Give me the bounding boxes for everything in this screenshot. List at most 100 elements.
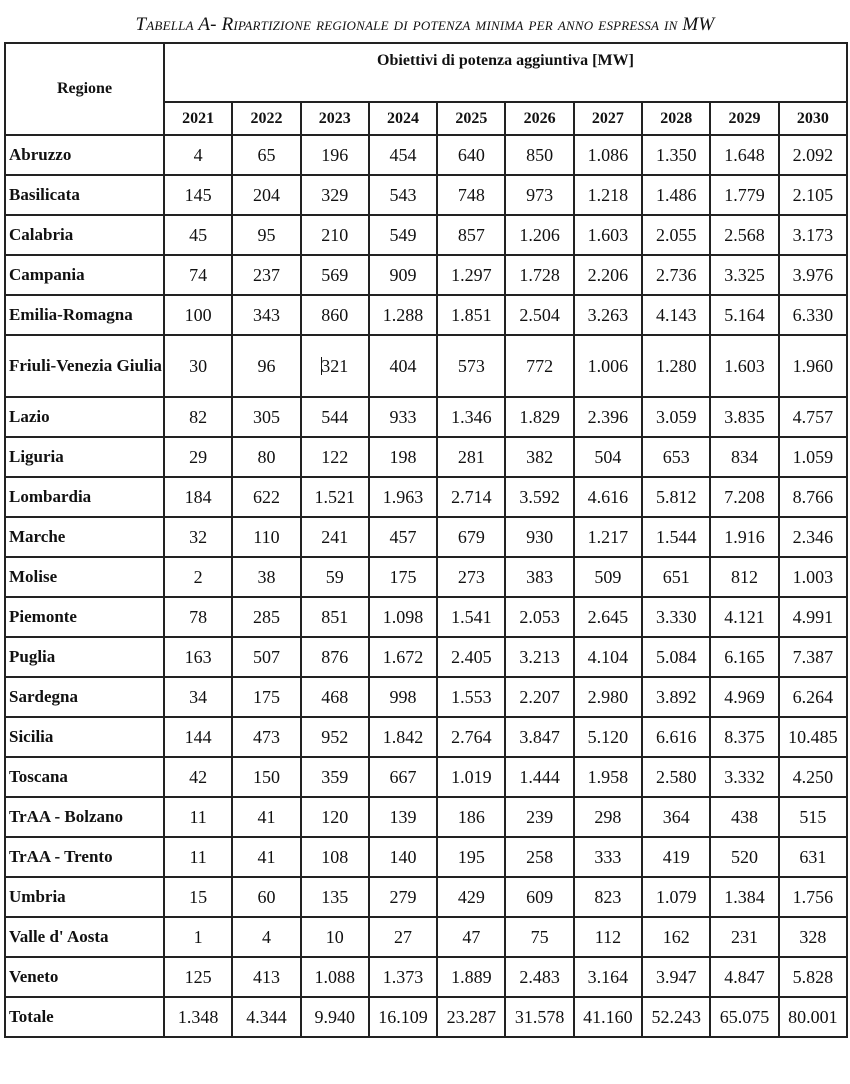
value-cell: 812: [709, 556, 780, 598]
value-cell: 876: [299, 636, 370, 678]
table-row: Lazio 82 305 544 933 1.346 1.829 2.396 3.059 3.83…: [4, 396, 849, 438]
table-row: Umbria 15 60 135 279 429 609 823 1.079 1.384 1.756: [4, 876, 849, 918]
value-cell: 59: [299, 556, 370, 598]
value-cell: 364: [641, 796, 712, 838]
value-cell: 4.757: [777, 396, 849, 438]
value-cell: 139: [367, 796, 439, 838]
value-cell: 3.330: [641, 596, 712, 638]
table-row: Marche 32 110 241 457 679 930 1.217 1.544 1.916 2.…: [4, 516, 849, 558]
table-row: Puglia 163 507 876 1.672 2.405 3.213 4.104 5.084…: [4, 636, 849, 678]
value-cell: 653: [641, 436, 712, 478]
value-cell: 543: [367, 174, 439, 216]
table-row: Liguria 29 80 122 198 281 382 504 653 834 1.059: [4, 436, 849, 478]
value-cell: 321: [299, 334, 370, 398]
value-cell: 2.645: [572, 596, 644, 638]
region-name: Valle d' Aosta: [4, 916, 165, 958]
column-header-year: 2027: [572, 101, 644, 136]
value-cell: 23.287: [436, 996, 507, 1038]
value-cell: 1: [162, 916, 234, 958]
value-cell: 429: [436, 876, 507, 918]
value-cell: 1.350: [641, 134, 712, 176]
value-cell: 1.346: [436, 396, 507, 438]
value-cell: 11: [162, 796, 234, 838]
value-cell: 4.344: [231, 996, 302, 1038]
value-cell: 1.384: [709, 876, 780, 918]
value-cell: 1.916: [709, 516, 780, 558]
value-cell: 651: [641, 556, 712, 598]
region-name: Umbria: [4, 876, 165, 918]
value-cell: 74: [162, 254, 234, 296]
value-cell: 11: [162, 836, 234, 878]
value-cell: 27: [367, 916, 439, 958]
value-cell: 10.485: [777, 716, 849, 758]
value-cell: 2.396: [572, 396, 644, 438]
value-cell: 454: [367, 134, 439, 176]
value-cell: 241: [299, 516, 370, 558]
value-cell: 909: [367, 254, 439, 296]
value-cell: 204: [231, 174, 302, 216]
value-cell: 195: [436, 836, 507, 878]
value-cell: 328: [777, 916, 849, 958]
value-cell: 4.991: [777, 596, 849, 638]
value-cell: 1.648: [709, 134, 780, 176]
value-cell: 1.603: [572, 214, 644, 256]
value-cell: 1.521: [299, 476, 370, 518]
value-cell: 122: [299, 436, 370, 478]
value-cell: 34: [162, 676, 234, 718]
region-name: Marche: [4, 516, 165, 558]
value-cell: 1.088: [299, 956, 370, 998]
value-cell: 4.969: [709, 676, 780, 718]
value-cell: 834: [709, 436, 780, 478]
value-cell: 1.779: [709, 174, 780, 216]
region-name: TrAA - Bolzano: [4, 796, 165, 838]
value-cell: 2.483: [504, 956, 575, 998]
value-cell: 382: [504, 436, 575, 478]
value-cell: 1.218: [572, 174, 644, 216]
value-cell: 930: [504, 516, 575, 558]
value-cell: 5.164: [709, 294, 780, 336]
value-cell: 239: [504, 796, 575, 838]
value-cell: 65: [231, 134, 302, 176]
value-cell: 3.592: [504, 476, 575, 518]
value-cell: 41: [231, 836, 302, 878]
value-cell: 65.075: [709, 996, 780, 1038]
value-cell: 120: [299, 796, 370, 838]
region-name: Veneto: [4, 956, 165, 998]
column-header-year: 2028: [641, 101, 712, 136]
value-cell: 231: [709, 916, 780, 958]
value-cell: 549: [367, 214, 439, 256]
value-cell: 47: [436, 916, 507, 958]
value-cell: 144: [162, 716, 234, 758]
value-cell: 150: [231, 756, 302, 798]
value-cell: 112: [572, 916, 644, 958]
value-cell: 80.001: [777, 996, 849, 1038]
region-name: Abruzzo: [4, 134, 165, 176]
value-cell: 60: [231, 876, 302, 918]
value-cell: 1.059: [777, 436, 849, 478]
value-cell: 1.098: [367, 596, 439, 638]
value-cell: 2.105: [777, 174, 849, 216]
value-cell: 3.835: [709, 396, 780, 438]
value-cell: 163: [162, 636, 234, 678]
table-row: Friuli-Venezia Giulia 30 96 321 404 573 772 1.0…: [4, 334, 849, 398]
value-cell: 2.764: [436, 716, 507, 758]
value-cell: 772: [504, 334, 575, 398]
value-cell: 29: [162, 436, 234, 478]
table-row: Campania 74 237 569 909 1.297 1.728 2.206 2.736 3…: [4, 254, 849, 296]
table-row: Piemonte 78 285 851 1.098 1.541 2.053 2.645 3.33…: [4, 596, 849, 638]
value-cell: 1.728: [504, 254, 575, 296]
table-row: TrAA - Bolzano 11 41 120 139 186 239 298 364 438 5…: [4, 796, 849, 838]
region-name: Emilia-Romagna: [4, 294, 165, 336]
value-cell: 473: [231, 716, 302, 758]
value-cell: 1.280: [641, 334, 712, 398]
value-cell: 15: [162, 876, 234, 918]
value-cell: 1.544: [641, 516, 712, 558]
region-name: Basilicata: [4, 174, 165, 216]
value-cell: 108: [299, 836, 370, 878]
value-cell: 1.756: [777, 876, 849, 918]
table-row: TrAA - Trento 11 41 108 140 195 258 333 419 520 63…: [4, 836, 849, 878]
value-cell: 2.206: [572, 254, 644, 296]
value-cell: 3.173: [777, 214, 849, 256]
value-cell: 2.092: [777, 134, 849, 176]
value-cell: 162: [641, 916, 712, 958]
